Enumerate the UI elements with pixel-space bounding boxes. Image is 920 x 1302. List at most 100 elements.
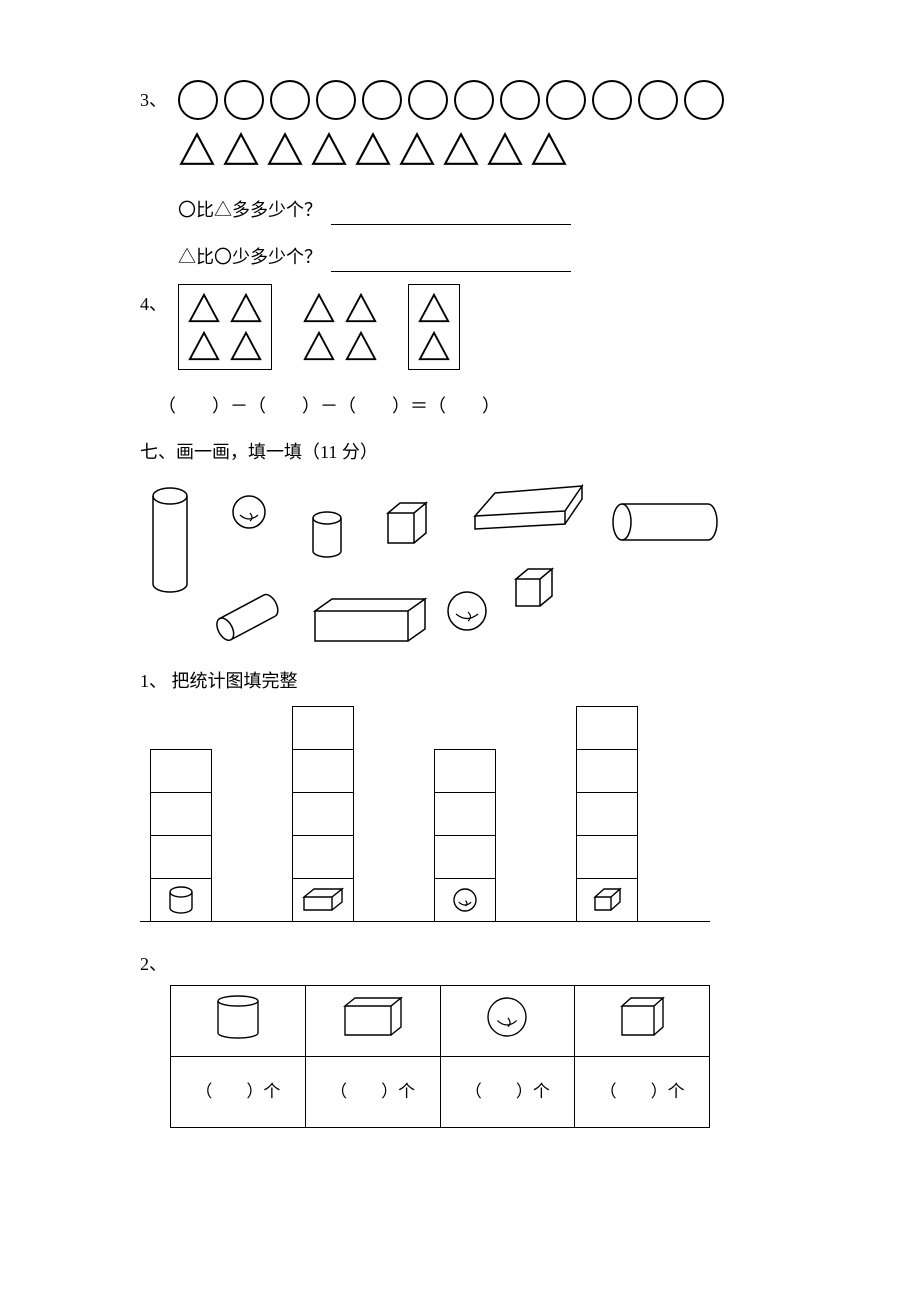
bar-cell[interactable] (150, 792, 212, 835)
bar-cell[interactable] (434, 835, 496, 878)
circle-icon (592, 80, 632, 120)
ball-icon (445, 589, 489, 633)
circle-icon (178, 80, 218, 120)
circle-icon (408, 80, 448, 120)
circle-icon (316, 80, 356, 120)
table-count-cell[interactable]: （ ）个 (575, 1056, 710, 1127)
triangle-icon (302, 329, 336, 363)
circle-icon (638, 80, 678, 120)
triangle-icon (344, 291, 378, 325)
bar-cell[interactable] (150, 835, 212, 878)
q3-blank-2[interactable] (331, 251, 571, 272)
circle-icon (684, 80, 724, 120)
bar-cell[interactable] (576, 835, 638, 878)
cuboid-icon (310, 596, 430, 646)
bar-cell[interactable] (434, 792, 496, 835)
ball-icon (485, 995, 529, 1039)
q3-blank-1[interactable] (331, 204, 571, 225)
bar-cell[interactable] (434, 749, 496, 792)
q3-shapes (178, 80, 724, 168)
cube-icon (590, 886, 624, 914)
bar-column (150, 749, 212, 921)
question-3: 3、 (140, 80, 805, 168)
triangle-icon (229, 329, 263, 363)
bar-column (576, 706, 638, 921)
circle-icon (454, 80, 494, 120)
table-count-cell[interactable]: （ ）个 (171, 1056, 306, 1127)
bar-cell[interactable] (576, 706, 638, 749)
cube-icon (380, 499, 430, 549)
bar-cell[interactable] (292, 835, 354, 878)
table-icon-cell (305, 985, 440, 1056)
ball-icon (451, 886, 479, 914)
shapes-scatter (140, 481, 740, 661)
triangle-icon (417, 329, 451, 363)
bar-chart (140, 706, 710, 922)
triangle-icon (187, 329, 221, 363)
cuboid-icon (341, 995, 405, 1039)
sub1-number: 1、 (140, 671, 167, 691)
bar-icon-cell (150, 878, 212, 921)
bar-icon-cell (434, 878, 496, 921)
table-icon-cell (575, 985, 710, 1056)
cylinder-icon (166, 886, 196, 914)
circle-icon (270, 80, 310, 120)
triangle-icon (178, 130, 216, 168)
cylinder-icon (150, 486, 190, 596)
bar-cell[interactable] (292, 749, 354, 792)
triangle-icon (442, 130, 480, 168)
circle-icon (500, 80, 540, 120)
question-4: 4、 (140, 284, 805, 370)
bar-icon-cell (576, 878, 638, 921)
q3-number: 3、 (140, 80, 168, 115)
sub-2: 2、 (140, 950, 805, 979)
table-count-cell[interactable]: （ ）个 (305, 1056, 440, 1127)
bar-cell[interactable] (150, 749, 212, 792)
triangle-icon (398, 130, 436, 168)
table-count-cell[interactable]: （ ）个 (440, 1056, 575, 1127)
q4-mid (302, 291, 378, 363)
triangle-icon (302, 291, 336, 325)
cuboid-icon (470, 481, 590, 539)
cube-icon (617, 995, 667, 1039)
triangle-icon (417, 291, 451, 325)
sub2-number: 2、 (140, 954, 167, 974)
bar-cell[interactable] (576, 749, 638, 792)
section-7-title: 七、画一画，填一填（11 分） (140, 438, 805, 467)
cylinder-icon (310, 511, 344, 559)
cylinder-icon (214, 995, 262, 1039)
triangle-icon (344, 329, 378, 363)
triangle-icon (310, 130, 348, 168)
cylinder-icon (610, 501, 720, 543)
q4-equation[interactable]: （ ）－（ ）－（ ）＝（ ） (158, 392, 805, 421)
cuboid-icon (300, 886, 346, 914)
sub-1: 1、 把统计图填完整 (140, 667, 805, 696)
triangle-icon (222, 130, 260, 168)
q3-line1-text: 〇比△多多少个？ (178, 200, 322, 220)
bar-cell[interactable] (292, 792, 354, 835)
q4-groups (178, 284, 460, 370)
triangle-icon (266, 130, 304, 168)
triangle-icon (530, 130, 568, 168)
q4-number: 4、 (140, 284, 168, 319)
q3-triangles-row (178, 130, 724, 168)
bar-cell[interactable] (576, 792, 638, 835)
q3-circles-row (178, 80, 724, 120)
triangle-icon (187, 291, 221, 325)
cylinder-icon (210, 591, 290, 641)
cube-icon (510, 566, 556, 612)
table-icon-cell (440, 985, 575, 1056)
circle-icon (546, 80, 586, 120)
q3-line2: △比〇少多少个？ (178, 243, 805, 272)
triangle-icon (229, 291, 263, 325)
ball-icon (230, 493, 268, 531)
q3-line2-text: △比〇少多少个？ (178, 247, 322, 267)
table-icon-cell (171, 985, 306, 1056)
circle-icon (224, 80, 264, 120)
q3-line1: 〇比△多多少个？ (178, 196, 805, 225)
triangle-icon (486, 130, 524, 168)
bar-cell[interactable] (292, 706, 354, 749)
bar-column (292, 706, 354, 921)
sub1-text: 把统计图填完整 (172, 671, 298, 691)
triangle-icon (354, 130, 392, 168)
